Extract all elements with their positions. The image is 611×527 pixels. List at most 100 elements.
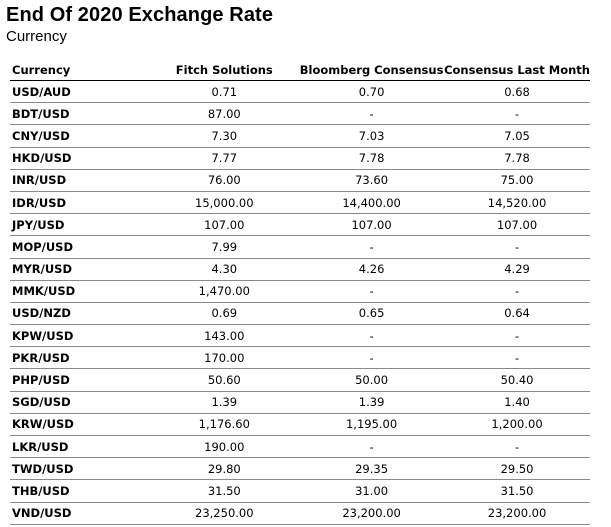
last-month-cell: 29.50 xyxy=(444,457,590,481)
last-month-cell: - xyxy=(444,280,590,303)
table-row: SGD/USD 1.39 1.39 1.40 xyxy=(10,391,590,414)
currency-cell: USD/AUD xyxy=(10,80,150,104)
bloomberg-cell: 14,400.00 xyxy=(299,191,445,215)
currency-cell: HKD/USD xyxy=(10,147,150,170)
bloomberg-cell: 0.65 xyxy=(299,302,445,326)
currency-cell: JPY/USD xyxy=(10,213,150,237)
table-header: Currency Fitch Solutions Bloomberg Conse… xyxy=(10,60,590,81)
fitch-cell: 23,250.00 xyxy=(149,502,300,525)
bloomberg-cell: - xyxy=(299,280,445,303)
bloomberg-cell: 0.70 xyxy=(299,80,445,104)
table-row: USD/NZD 0.69 0.65 0.64 xyxy=(10,302,590,326)
header-row: Currency Fitch Solutions Bloomberg Conse… xyxy=(10,60,590,81)
last-month-cell: - xyxy=(444,346,590,370)
fitch-cell: 190.00 xyxy=(149,435,300,459)
table-row: PHP/USD 50.60 50.00 50.40 xyxy=(10,368,590,392)
currency-cell: BDT/USD xyxy=(10,102,150,126)
table-body: USD/AUD 0.71 0.70 0.68 BDT/USD 87.00- - CNY/USD… xyxy=(10,80,590,525)
fitch-cell: 143.00 xyxy=(149,324,300,348)
exchange-rate-table: Currency Fitch Solutions Bloomberg Conse… xyxy=(10,60,590,525)
bloomberg-cell: 50.00 xyxy=(299,368,445,392)
currency-cell: KPW/USD xyxy=(10,324,150,348)
table-row: INR/USD 76.00 73.60 75.00 xyxy=(10,169,590,192)
currency-cell: SGD/USD xyxy=(10,391,150,414)
fitch-cell: 29.80 xyxy=(149,457,300,481)
currency-cell: IDR/USD xyxy=(10,191,150,215)
bloomberg-cell: 1,195.00 xyxy=(299,413,445,437)
last-month-cell: 23,200.00 xyxy=(444,502,590,525)
last-month-cell: 50.40 xyxy=(444,368,590,392)
fitch-cell: 0.71 xyxy=(149,80,300,104)
fitch-cell: 107.00 xyxy=(149,213,300,237)
fitch-cell: 87.00 xyxy=(149,102,300,126)
table-row: PKR/USD 170.00- - xyxy=(10,346,590,370)
currency-cell: KRW/USD xyxy=(10,413,150,437)
last-month-cell: 7.78 xyxy=(444,147,590,170)
bloomberg-cell: 23,200.00 xyxy=(299,502,445,525)
last-month-cell: 7.05 xyxy=(444,124,590,148)
last-month-cell: 107.00 xyxy=(444,213,590,237)
last-month-cell: - xyxy=(444,435,590,459)
currency-cell: CNY/USD xyxy=(10,124,150,148)
column-header-fitch: Fitch Solutions xyxy=(149,60,300,81)
fitch-cell: 7.30 xyxy=(149,124,300,148)
table-row: USD/AUD 0.71 0.70 0.68 xyxy=(10,80,590,104)
fitch-cell: 7.99 xyxy=(149,235,300,259)
bloomberg-cell: 31.00 xyxy=(299,479,445,503)
bloomberg-cell: 107.00 xyxy=(299,213,445,237)
fitch-cell: 1.39 xyxy=(149,391,300,414)
currency-cell: PKR/USD xyxy=(10,346,150,370)
bloomberg-cell: 29.35 xyxy=(299,457,445,481)
fitch-cell: 76.00 xyxy=(149,169,300,192)
table-row: CNY/USD 7.30 7.03 7.05 xyxy=(10,124,590,148)
table-row: KPW/USD 143.00- - xyxy=(10,324,590,348)
table-row: MMK/USD 1,470.00- - xyxy=(10,280,590,303)
currency-cell: VND/USD xyxy=(10,502,150,525)
fitch-cell: 15,000.00 xyxy=(149,191,300,215)
table-row: MOP/USD 7.99- - xyxy=(10,235,590,259)
table-row: HKD/USD 7.77 7.78 7.78 xyxy=(10,147,590,170)
last-month-cell: 75.00 xyxy=(444,169,590,192)
table-row: THB/USD 31.50 31.00 31.50 xyxy=(10,479,590,503)
column-header-last-month: Consensus Last Month xyxy=(444,60,590,81)
currency-cell: PHP/USD xyxy=(10,368,150,392)
page-title: End Of 2020 Exchange Rate xyxy=(6,4,274,26)
page-subtitle: Currency xyxy=(6,28,67,45)
table-row: KRW/USD 1,176.60 1,195.00 1,200.00 xyxy=(10,413,590,437)
table-row: VND/USD 23,250.00 23,200.00 23,200.00 xyxy=(10,502,590,525)
last-month-cell: 31.50 xyxy=(444,479,590,503)
last-month-cell: - xyxy=(444,235,590,259)
currency-cell: INR/USD xyxy=(10,169,150,192)
table-row: TWD/USD 29.80 29.35 29.50 xyxy=(10,457,590,481)
fitch-cell: 4.30 xyxy=(149,258,300,281)
column-header-currency: Currency xyxy=(10,60,150,81)
last-month-cell: 14,520.00 xyxy=(444,191,590,215)
fitch-cell: 50.60 xyxy=(149,368,300,392)
column-header-bloomberg: Bloomberg Consensus xyxy=(299,60,445,81)
currency-cell: LKR/USD xyxy=(10,435,150,459)
bloomberg-cell: 7.03 xyxy=(299,124,445,148)
bloomberg-cell: - xyxy=(299,235,445,259)
currency-cell: USD/NZD xyxy=(10,302,150,326)
fitch-cell: 0.69 xyxy=(149,302,300,326)
bloomberg-cell: 1.39 xyxy=(299,391,445,414)
bloomberg-cell: 4.26 xyxy=(299,258,445,281)
last-month-cell: - xyxy=(444,102,590,126)
last-month-cell: - xyxy=(444,324,590,348)
last-month-cell: 1.40 xyxy=(444,391,590,414)
currency-cell: MOP/USD xyxy=(10,235,150,259)
table-row: IDR/USD 15,000.00 14,400.00 14,520.00 xyxy=(10,191,590,215)
fitch-cell: 7.77 xyxy=(149,147,300,170)
currency-cell: MMK/USD xyxy=(10,280,150,303)
table-row: MYR/USD 4.30 4.26 4.29 xyxy=(10,258,590,281)
bloomberg-cell: - xyxy=(299,102,445,126)
last-month-cell: 0.64 xyxy=(444,302,590,326)
last-month-cell: 0.68 xyxy=(444,80,590,104)
bloomberg-cell: - xyxy=(299,324,445,348)
table-row: JPY/USD 107.00 107.00 107.00 xyxy=(10,213,590,237)
table-row: LKR/USD 190.00- - xyxy=(10,435,590,459)
bloomberg-cell: 73.60 xyxy=(299,169,445,192)
bloomberg-cell: - xyxy=(299,346,445,370)
fitch-cell: 170.00 xyxy=(149,346,300,370)
fitch-cell: 31.50 xyxy=(149,479,300,503)
